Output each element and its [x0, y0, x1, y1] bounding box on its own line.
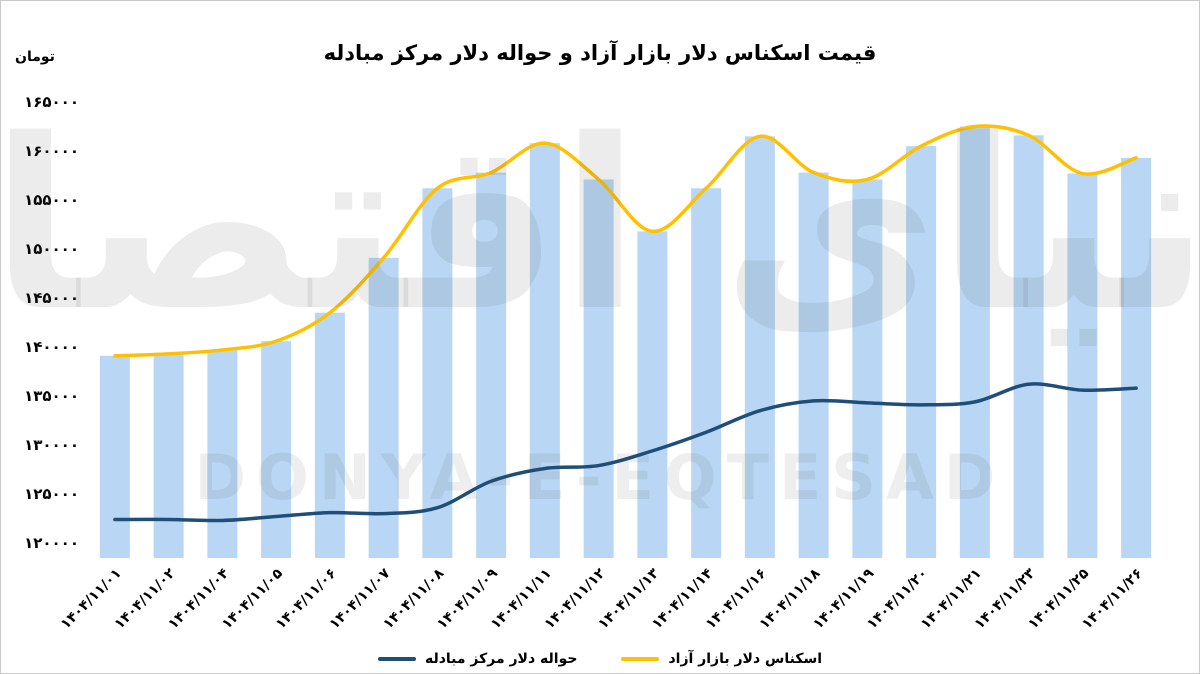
- navy-line-swatch: [377, 657, 416, 661]
- price-bar: [314, 312, 345, 558]
- legend-item-free-market: اسکناس دلار بازار آزاد: [621, 651, 822, 667]
- y-axis-tick-label: ۱۶۰۰۰۰: [24, 142, 79, 160]
- y-axis-tick-label: ۱۴۰۰۰۰: [24, 338, 79, 356]
- price-bar: [798, 172, 829, 558]
- legend-label-exchange-center: حواله دلار مرکز مبادله: [424, 651, 578, 667]
- y-axis-tick-label: ۱۵۰۰۰۰: [24, 240, 79, 258]
- y-axis-tick-label: ۱۶۵۰۰۰: [24, 93, 79, 111]
- chart-title: قیمت اسکناس دلار بازار آزاد و حواله دلار…: [323, 41, 877, 65]
- legend: حواله دلار مرکز مبادله اسکناس دلار بازار…: [1, 651, 1199, 667]
- y-axis-unit-label: تومان: [15, 49, 55, 65]
- price-bar: [1013, 135, 1044, 558]
- y-axis-tick-label: ۱۴۵۰۰۰: [24, 289, 79, 307]
- price-bar: [476, 172, 507, 558]
- legend-label-free-market: اسکناس دلار بازار آزاد: [668, 651, 823, 667]
- free-market-line: [113, 124, 1138, 358]
- price-bar: [99, 355, 130, 558]
- yellow-line-swatch: [621, 657, 660, 661]
- price-bar: [852, 179, 883, 559]
- price-bar: [261, 341, 292, 558]
- exchange-center-line: [113, 382, 1138, 523]
- price-bar: [1121, 157, 1152, 559]
- price-bar: [906, 146, 937, 558]
- price-bar: [744, 136, 775, 559]
- price-bar: [368, 257, 399, 558]
- legend-item-exchange-center: حواله دلار مرکز مبادله: [377, 651, 578, 667]
- price-bar: [959, 126, 990, 558]
- y-axis-tick-label: ۱۵۵۰۰۰: [24, 191, 79, 209]
- y-axis-tick-label: ۱۲۰۰۰۰: [24, 534, 79, 552]
- price-bar: [637, 231, 668, 559]
- price-bar: [1067, 173, 1098, 559]
- y-axis-tick-label: ۱۳۵۰۰۰: [24, 387, 79, 405]
- price-bar: [207, 349, 238, 558]
- price-bar: [153, 353, 184, 558]
- y-axis-tick-label: ۱۳۰۰۰۰: [24, 436, 79, 454]
- price-bar: [529, 143, 560, 558]
- price-bar: [691, 188, 722, 559]
- price-bar: [422, 188, 453, 559]
- y-axis-tick-label: ۱۲۵۰۰۰: [24, 485, 79, 503]
- price-bar: [583, 179, 614, 559]
